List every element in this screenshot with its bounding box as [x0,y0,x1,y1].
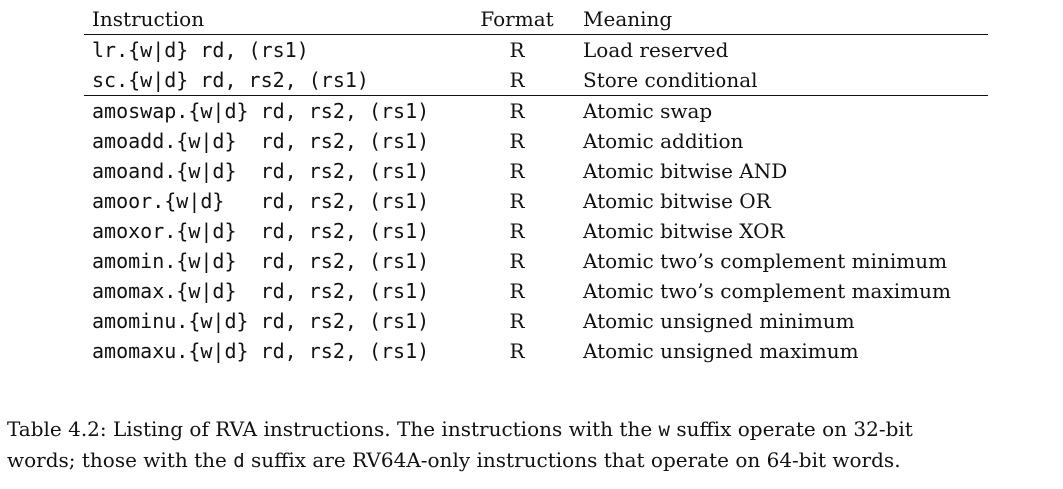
instruction-cell: lr.{w|d} rd, (rs1) [92,38,309,62]
table-row: amoswap.{w|d} rd, rs2, (rs1) R Atomic swap [84,96,988,126]
caption-text-3: words; those with the [7,448,234,472]
table-row: amomax.{w|d} rd, rs2, (rs1) R Atomic two’s… [84,276,988,306]
instruction-cell: sc.{w|d} rd, rs2, (rs1) [92,68,369,92]
header-instruction: Instruction [92,7,205,31]
meaning-cell: Store conditional [583,68,758,92]
meaning-cell: Atomic bitwise AND [583,159,788,183]
reservation-instructions-group: lr.{w|d} rd, (rs1) R Load reserved sc.{w|d}… [84,35,988,95]
instruction-cell: amoxor.{w|d} rd, rs2, (rs1) [92,219,430,243]
meaning-cell: Atomic addition [583,129,744,153]
instruction-cell: amoswap.{w|d} rd, rs2, (rs1) [92,99,430,123]
caption-text-1: Table 4.2: Listing of RVA instructions. … [7,417,659,441]
instruction-cell: amomin.{w|d} rd, rs2, (rs1) [92,249,430,273]
amo-instructions-group: amoswap.{w|d} rd, rs2, (rs1) R Atomic swap… [84,96,988,366]
group-divider-rule [84,95,988,96]
table-row: amoxor.{w|d} rd, rs2, (rs1) R Atomic bitwi… [84,216,988,246]
meaning-cell: Load reserved [583,38,729,62]
table-row: amomin.{w|d} rd, rs2, (rs1) R Atomic two’s… [84,246,988,276]
format-cell: R [509,219,525,243]
table-row: amoand.{w|d} rd, rs2, (rs1) R Atomic bitwi… [84,156,988,186]
table-row: amomaxu.{w|d} rd, rs2, (rs1) R Atomic unsi… [84,336,988,366]
instruction-cell: amominu.{w|d} rd, rs2, (rs1) [92,309,430,333]
table-row: amominu.{w|d} rd, rs2, (rs1) R Atomic unsi… [84,306,988,336]
instruction-cell: amomaxu.{w|d} rd, rs2, (rs1) [92,339,430,363]
meaning-cell: Atomic two’s complement maximum [583,279,951,303]
header-format: Format [480,7,554,31]
table-row: amoor.{w|d} rd, rs2, (rs1) R Atomic bitwis… [84,186,988,216]
caption-line-2: words; those with the d suffix are RV64A… [7,445,1057,476]
table-caption: Table 4.2: Listing of RVA instructions. … [7,414,1057,476]
format-cell: R [509,189,525,213]
instruction-cell: amoor.{w|d} rd, rs2, (rs1) [92,189,430,213]
caption-text-2: suffix operate on 32-bit [669,417,913,441]
instruction-cell: amoand.{w|d} rd, rs2, (rs1) [92,159,430,183]
header-rule [84,34,988,35]
instruction-cell: amoadd.{w|d} rd, rs2, (rs1) [92,129,430,153]
rva-instruction-table: Instruction Format Meaning lr.{w|d} rd, … [84,4,988,366]
format-cell: R [509,38,525,62]
format-cell: R [509,129,525,153]
meaning-cell: Atomic bitwise XOR [583,219,785,243]
format-cell: R [509,249,525,273]
caption-line-1: Table 4.2: Listing of RVA instructions. … [7,414,1057,445]
meaning-cell: Atomic two’s complement minimum [583,249,948,273]
caption-text-4: suffix are RV64A-only instructions that … [244,448,901,472]
format-cell: R [509,279,525,303]
meaning-cell: Atomic unsigned maximum [583,339,859,363]
meaning-cell: Atomic swap [583,99,713,123]
table-row: amoadd.{w|d} rd, rs2, (rs1) R Atomic addit… [84,126,988,156]
format-cell: R [509,68,525,92]
table-row: sc.{w|d} rd, rs2, (rs1) R Store conditiona… [84,65,988,95]
header-meaning: Meaning [583,7,673,31]
format-cell: R [509,309,525,333]
table-header-row: Instruction Format Meaning [84,4,988,34]
caption-d-code: d [233,450,245,472]
meaning-cell: Atomic unsigned minimum [583,309,855,333]
table-row: lr.{w|d} rd, (rs1) R Load reserved [84,35,988,65]
format-cell: R [509,99,525,123]
meaning-cell: Atomic bitwise OR [583,189,771,213]
caption-w-code: w [658,419,670,441]
instruction-cell: amomax.{w|d} rd, rs2, (rs1) [92,279,430,303]
format-cell: R [509,159,525,183]
format-cell: R [509,339,525,363]
